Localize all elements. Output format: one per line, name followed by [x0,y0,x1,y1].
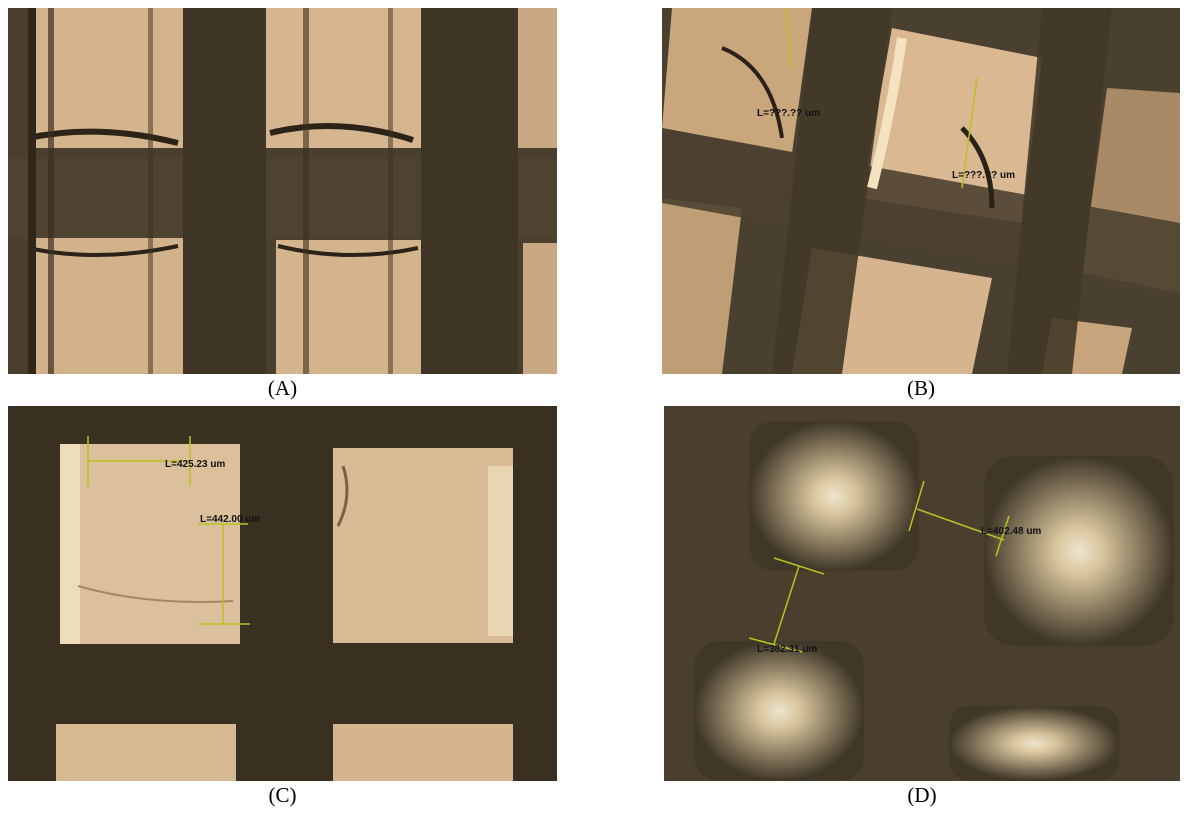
micrograph-b-image: L=???.?? um L=???.?? um [662,8,1180,374]
measure-label-d1: L=402.48 um [981,526,1041,537]
micrograph-d-image: L=402.48 um L=382.31 um [664,406,1180,781]
measure-label-b2: L=???.?? um [952,170,1015,181]
measure-line-b1 [786,8,791,69]
measure-label-d2: L=382.31 um [757,644,817,655]
caption-c: (C) [268,783,297,807]
measure-label-c2: L=442.00 um [200,514,260,525]
caption-d: (D) [907,783,937,807]
micrograph-panel-a [8,8,557,374]
micrograph-panel-c: L=425.23 um L=442.00 um [8,406,557,781]
caption-a: (A) [267,376,298,400]
measure-label-b1: L=???.?? um [757,108,820,119]
caption-b: (B) [907,376,935,400]
measure-line-d1 [916,508,1005,541]
measure-line-d2 [773,565,800,645]
micrograph-c-image: L=425.23 um L=442.00 um [8,406,557,781]
micrograph-panel-b: L=???.?? um L=???.?? um [662,8,1180,374]
micrograph-panel-d: L=402.48 um L=382.31 um [664,406,1180,781]
measure-line-b2 [961,77,978,189]
measure-label-c1: L=425.23 um [165,459,225,470]
micrograph-a-image [8,8,557,374]
